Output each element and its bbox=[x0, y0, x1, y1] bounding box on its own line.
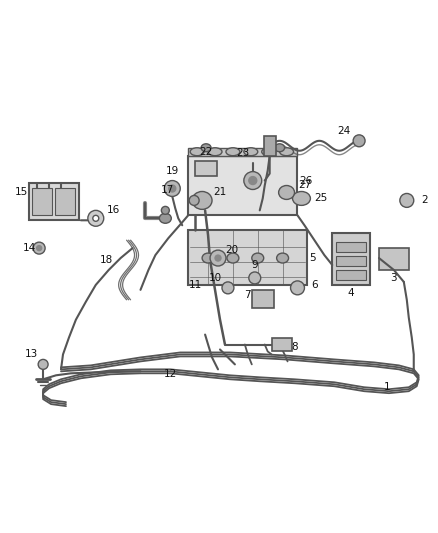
Bar bbox=[188, 156, 297, 215]
Ellipse shape bbox=[290, 281, 304, 295]
Ellipse shape bbox=[353, 135, 365, 147]
Text: 8: 8 bbox=[291, 343, 298, 352]
Bar bbox=[264, 136, 276, 156]
Ellipse shape bbox=[33, 242, 45, 254]
Text: 17: 17 bbox=[161, 185, 174, 196]
Text: 18: 18 bbox=[100, 255, 113, 265]
Text: 10: 10 bbox=[208, 273, 222, 283]
Ellipse shape bbox=[293, 191, 311, 205]
Ellipse shape bbox=[275, 144, 285, 152]
Ellipse shape bbox=[159, 213, 171, 223]
Ellipse shape bbox=[210, 250, 226, 266]
Ellipse shape bbox=[201, 144, 211, 152]
Bar bbox=[29, 182, 79, 220]
Ellipse shape bbox=[244, 148, 258, 156]
Text: 22: 22 bbox=[199, 147, 213, 157]
Ellipse shape bbox=[169, 185, 176, 192]
Text: 1: 1 bbox=[384, 382, 390, 392]
Ellipse shape bbox=[262, 148, 276, 156]
Bar bbox=[252, 290, 274, 308]
Text: 23: 23 bbox=[236, 148, 250, 158]
Text: 20: 20 bbox=[226, 245, 238, 255]
Text: 4: 4 bbox=[348, 288, 354, 298]
Text: 15: 15 bbox=[14, 188, 28, 197]
Text: 25: 25 bbox=[315, 193, 328, 204]
Ellipse shape bbox=[38, 359, 48, 369]
Ellipse shape bbox=[190, 148, 204, 156]
Bar bbox=[332, 233, 370, 285]
Ellipse shape bbox=[88, 211, 104, 226]
Text: 7: 7 bbox=[244, 290, 251, 300]
Bar bbox=[336, 256, 366, 266]
Text: 3: 3 bbox=[391, 273, 397, 283]
Ellipse shape bbox=[189, 196, 199, 205]
Bar bbox=[188, 148, 297, 156]
Ellipse shape bbox=[208, 148, 222, 156]
Ellipse shape bbox=[215, 255, 221, 261]
Bar bbox=[188, 230, 307, 285]
Text: 6: 6 bbox=[311, 280, 318, 290]
Text: 2: 2 bbox=[421, 196, 428, 205]
Text: 14: 14 bbox=[23, 243, 36, 253]
Bar bbox=[195, 160, 217, 175]
Text: 13: 13 bbox=[25, 350, 38, 359]
Ellipse shape bbox=[244, 172, 262, 190]
Ellipse shape bbox=[400, 193, 414, 207]
Text: 26: 26 bbox=[299, 175, 312, 185]
Text: 27: 27 bbox=[298, 180, 311, 190]
Ellipse shape bbox=[227, 253, 239, 263]
Text: 24: 24 bbox=[338, 126, 351, 136]
Ellipse shape bbox=[222, 282, 234, 294]
Bar bbox=[32, 188, 52, 215]
Ellipse shape bbox=[202, 253, 214, 263]
Ellipse shape bbox=[37, 246, 42, 251]
Ellipse shape bbox=[279, 185, 294, 199]
Ellipse shape bbox=[93, 215, 99, 221]
Text: 12: 12 bbox=[164, 369, 177, 379]
Ellipse shape bbox=[226, 148, 240, 156]
Ellipse shape bbox=[164, 181, 180, 197]
Bar bbox=[272, 337, 292, 351]
Text: 19: 19 bbox=[166, 166, 179, 175]
Ellipse shape bbox=[249, 272, 261, 284]
Bar bbox=[55, 188, 75, 215]
Text: 9: 9 bbox=[251, 260, 258, 270]
Ellipse shape bbox=[252, 253, 264, 263]
Text: 11: 11 bbox=[188, 280, 202, 290]
Bar bbox=[336, 270, 366, 280]
Bar bbox=[336, 242, 366, 252]
Ellipse shape bbox=[192, 191, 212, 209]
Text: 16: 16 bbox=[107, 205, 120, 215]
Ellipse shape bbox=[277, 253, 289, 263]
Text: 21: 21 bbox=[213, 188, 226, 197]
Ellipse shape bbox=[249, 176, 257, 184]
Ellipse shape bbox=[161, 206, 170, 214]
Ellipse shape bbox=[279, 148, 293, 156]
Bar bbox=[379, 248, 409, 270]
Text: 5: 5 bbox=[309, 253, 316, 263]
